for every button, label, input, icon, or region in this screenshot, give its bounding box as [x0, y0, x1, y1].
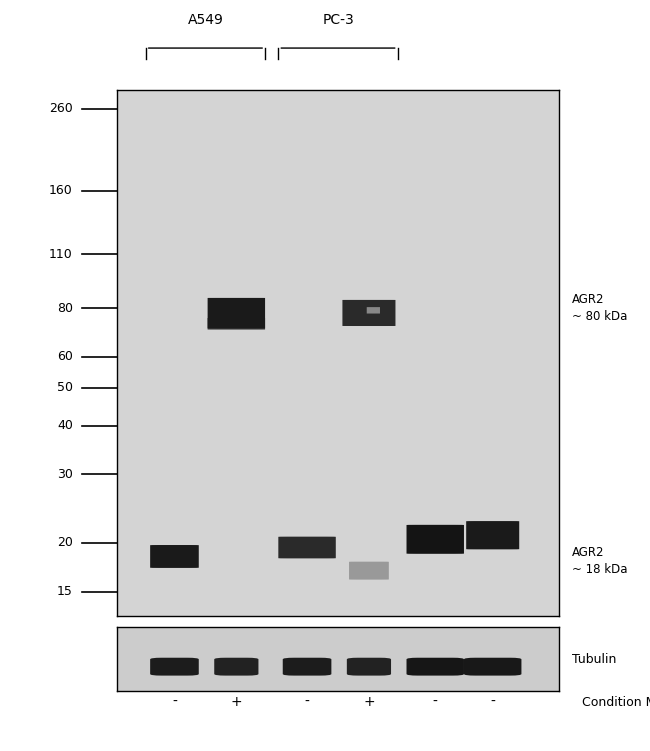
FancyBboxPatch shape [207, 298, 265, 328]
FancyBboxPatch shape [367, 307, 380, 314]
Text: 15: 15 [57, 585, 73, 598]
FancyBboxPatch shape [347, 658, 391, 676]
Text: -: - [172, 695, 177, 709]
Text: Condition Media: Condition Media [582, 695, 650, 709]
FancyBboxPatch shape [349, 562, 389, 580]
Text: 110: 110 [49, 248, 73, 261]
FancyBboxPatch shape [214, 658, 259, 676]
Text: AGR2
~ 18 kDa: AGR2 ~ 18 kDa [572, 546, 628, 576]
FancyBboxPatch shape [406, 658, 464, 676]
Text: 50: 50 [57, 382, 73, 394]
Text: PC-3: PC-3 [322, 13, 354, 27]
FancyBboxPatch shape [464, 658, 521, 676]
Text: 80: 80 [57, 302, 73, 315]
Text: AGR2
~ 80 kDa: AGR2 ~ 80 kDa [572, 293, 628, 323]
FancyBboxPatch shape [207, 318, 265, 330]
Text: +: + [231, 695, 242, 709]
FancyBboxPatch shape [278, 537, 336, 559]
Text: -: - [433, 695, 437, 709]
FancyBboxPatch shape [343, 300, 395, 326]
FancyBboxPatch shape [283, 658, 332, 676]
Text: 40: 40 [57, 419, 73, 432]
Text: -: - [490, 695, 495, 709]
FancyBboxPatch shape [466, 521, 519, 549]
Text: +: + [363, 695, 375, 709]
FancyBboxPatch shape [150, 545, 199, 568]
FancyBboxPatch shape [406, 525, 464, 553]
Text: 60: 60 [57, 351, 73, 363]
FancyBboxPatch shape [150, 658, 199, 676]
Text: A549: A549 [187, 13, 224, 27]
Text: 30: 30 [57, 468, 73, 481]
Text: Tubulin: Tubulin [572, 653, 617, 665]
Text: 20: 20 [57, 536, 73, 550]
Text: 260: 260 [49, 102, 73, 115]
Text: -: - [305, 695, 309, 709]
Text: 160: 160 [49, 184, 73, 198]
